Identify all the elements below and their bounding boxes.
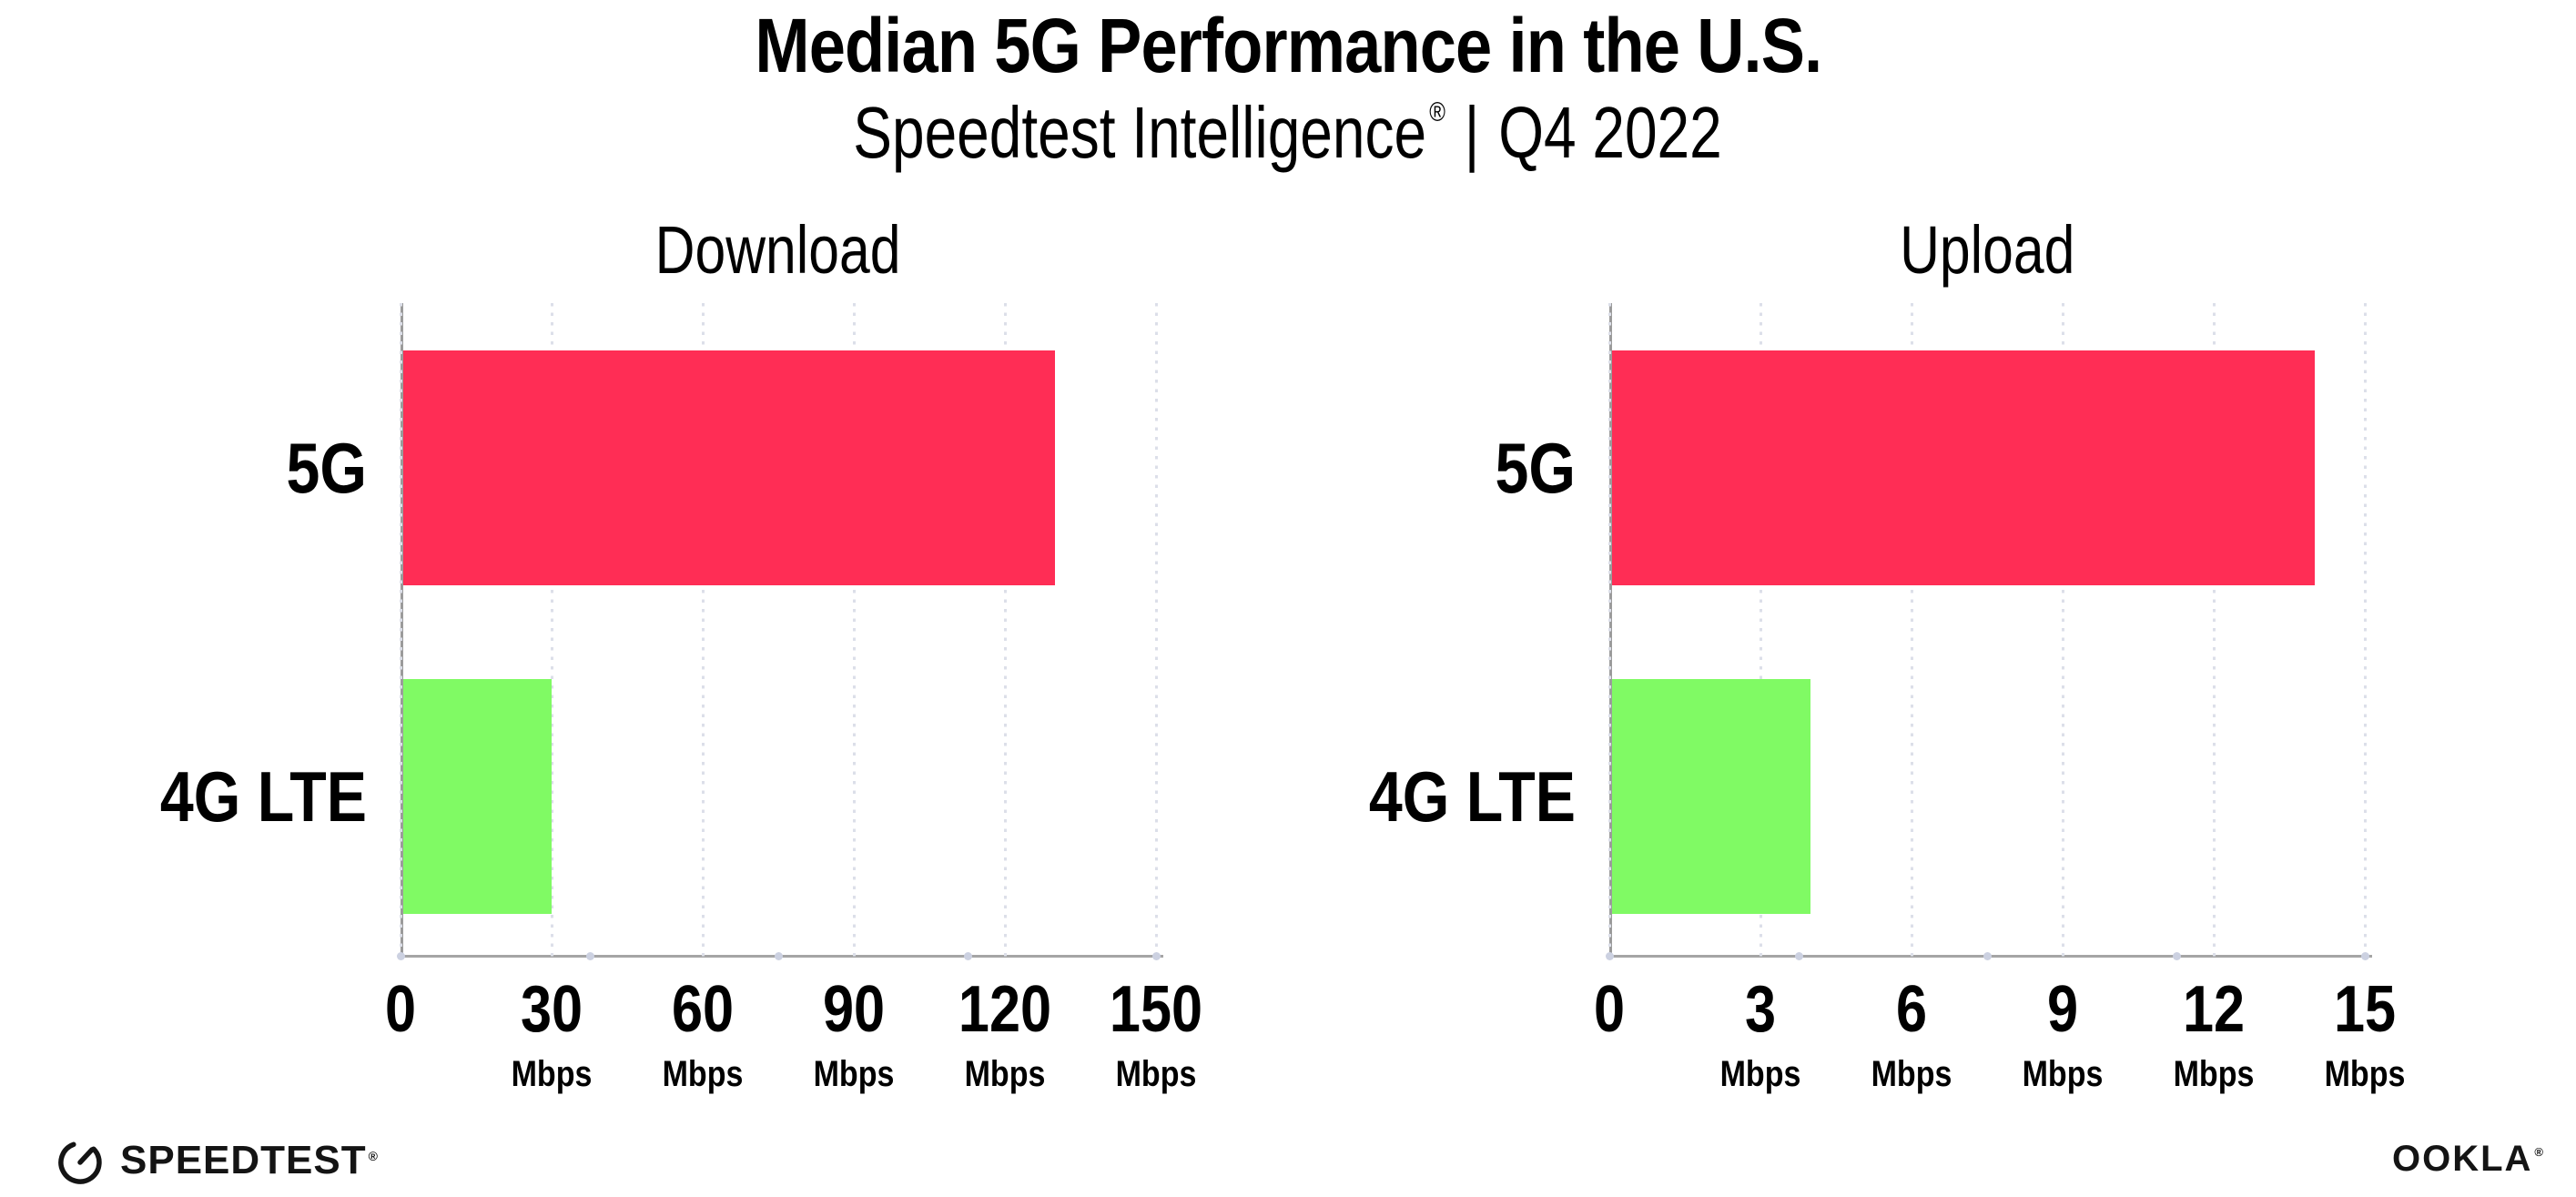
x-tick-unit: Mbps <box>964 1054 1046 1094</box>
x-tick-unit: Mbps <box>1719 1054 1801 1094</box>
x-tick-120: 120 Mbps <box>905 976 1105 1092</box>
x-tick-unit: Mbps <box>813 1054 895 1094</box>
gridline-60-mbps <box>702 303 705 958</box>
speedtest-wordmark: SPEEDTEST ® <box>120 1138 379 1182</box>
bar-5g <box>403 350 1055 585</box>
subtitle-brand: Speedtest Intelligence <box>853 92 1427 173</box>
page-title-text: Median 5G Performance in the U.S. <box>755 3 1822 88</box>
x-tick-value: 60 <box>671 973 735 1046</box>
x-tick-150: 150 Mbps <box>1056 976 1256 1092</box>
x-tick-unit: Mbps <box>1871 1054 1952 1094</box>
x-tick-unit: Mbps <box>2022 1054 2104 1094</box>
gridline-150-mbps <box>1155 303 1158 958</box>
x-tick-value: 9 <box>2046 973 2079 1046</box>
x-tick-value: 30 <box>520 973 583 1046</box>
bar-5g <box>1612 350 2315 585</box>
axis-quarter-dot <box>1795 952 1803 960</box>
x-tick-30: 30 Mbps <box>451 976 652 1092</box>
x-tick-value: 15 <box>2333 973 2397 1046</box>
ookla-wordmark: OOKLA <box>2391 1139 2533 1179</box>
x-tick-90: 90 Mbps <box>754 976 954 1092</box>
subtitle-separator: | <box>1465 92 1480 173</box>
category-label-5g: 5G <box>286 428 367 508</box>
axis-quarter-dot <box>775 952 783 960</box>
axis-quarter-dot <box>1152 952 1161 960</box>
upload-chart-panel: Upload 5G 4G LTE 0 3 Mbps 6 Mbps 9 Mbps 12 Mbps 15 M… <box>1369 217 2406 1093</box>
speedtest-logo: SPEEDTEST ® <box>55 1135 379 1186</box>
x-tick-value: 120 <box>958 973 1052 1046</box>
gridline-6-mbps <box>1911 303 1913 958</box>
x-tick-value: 6 <box>1895 973 1928 1046</box>
gridline-12-mbps <box>2213 303 2216 958</box>
x-tick-unit: Mbps <box>662 1054 744 1094</box>
category-label-5g: 5G <box>1495 428 1576 508</box>
upload-chart-title: Upload <box>1899 212 2075 288</box>
gridline-0-mbps <box>400 303 402 958</box>
category-label-4g-lte: 4G LTE <box>159 756 367 837</box>
gridline-90-mbps <box>853 303 856 958</box>
axis-quarter-dot <box>2173 952 2181 960</box>
ookla-registered-mark: ® <box>2534 1145 2545 1159</box>
x-tick-unit: Mbps <box>2324 1054 2406 1094</box>
axis-quarter-dot <box>397 952 405 960</box>
x-tick-0: 0 <box>1509 976 1709 1043</box>
x-tick-unit: Mbps <box>2173 1054 2255 1094</box>
axis-quarter-dot <box>1606 952 1614 960</box>
speedtest-registered-mark: ® <box>368 1149 379 1163</box>
x-tick-unit: Mbps <box>1115 1054 1197 1094</box>
speedtest-gauge-icon <box>55 1135 106 1186</box>
category-label-4g-lte: 4G LTE <box>1368 756 1576 837</box>
x-tick-12: 12 Mbps <box>2114 976 2314 1092</box>
gridline-9-mbps <box>2062 303 2064 958</box>
subtitle: Speedtest Intelligence ® | Q4 2022 <box>0 93 2576 173</box>
x-tick-value: 3 <box>1744 973 1777 1046</box>
axis-quarter-dot <box>586 952 594 960</box>
bar-4g-lte <box>1612 679 1810 914</box>
x-tick-unit: Mbps <box>511 1054 593 1094</box>
download-chart-title: Download <box>655 212 901 288</box>
x-tick-6: 6 Mbps <box>1811 976 2012 1092</box>
subtitle-period: Q4 2022 <box>1498 92 1723 173</box>
x-tick-0: 0 <box>300 976 501 1043</box>
axis-quarter-dot <box>2361 952 2369 960</box>
gridline-0-mbps <box>1608 303 1611 958</box>
x-tick-3: 3 Mbps <box>1660 976 1861 1092</box>
ookla-logo: OOKLA ® <box>2392 1141 2545 1177</box>
page-title: Median 5G Performance in the U.S. <box>0 7 2576 84</box>
x-tick-15: 15 Mbps <box>2265 976 2465 1092</box>
x-tick-value: 12 <box>2182 973 2246 1046</box>
gridline-15-mbps <box>2364 303 2367 958</box>
gridline-30-mbps <box>551 303 553 958</box>
axis-quarter-dot <box>1983 952 1992 960</box>
axis-quarter-dot <box>964 952 972 960</box>
registered-mark: ® <box>1429 97 1446 127</box>
gridline-120-mbps <box>1004 303 1007 958</box>
x-tick-9: 9 Mbps <box>1962 976 2163 1092</box>
x-tick-value: 0 <box>1593 973 1626 1046</box>
x-tick-value: 90 <box>822 973 886 1046</box>
x-tick-value: 150 <box>1109 973 1203 1046</box>
x-tick-60: 60 Mbps <box>603 976 803 1092</box>
download-chart-panel: Download 5G 4G LTE 0 30 Mbps 60 Mbps 90 Mbps 120 M… <box>160 217 1202 1093</box>
gridline-3-mbps <box>1760 303 1762 958</box>
x-tick-value: 0 <box>384 973 417 1046</box>
bar-4g-lte <box>403 679 552 914</box>
